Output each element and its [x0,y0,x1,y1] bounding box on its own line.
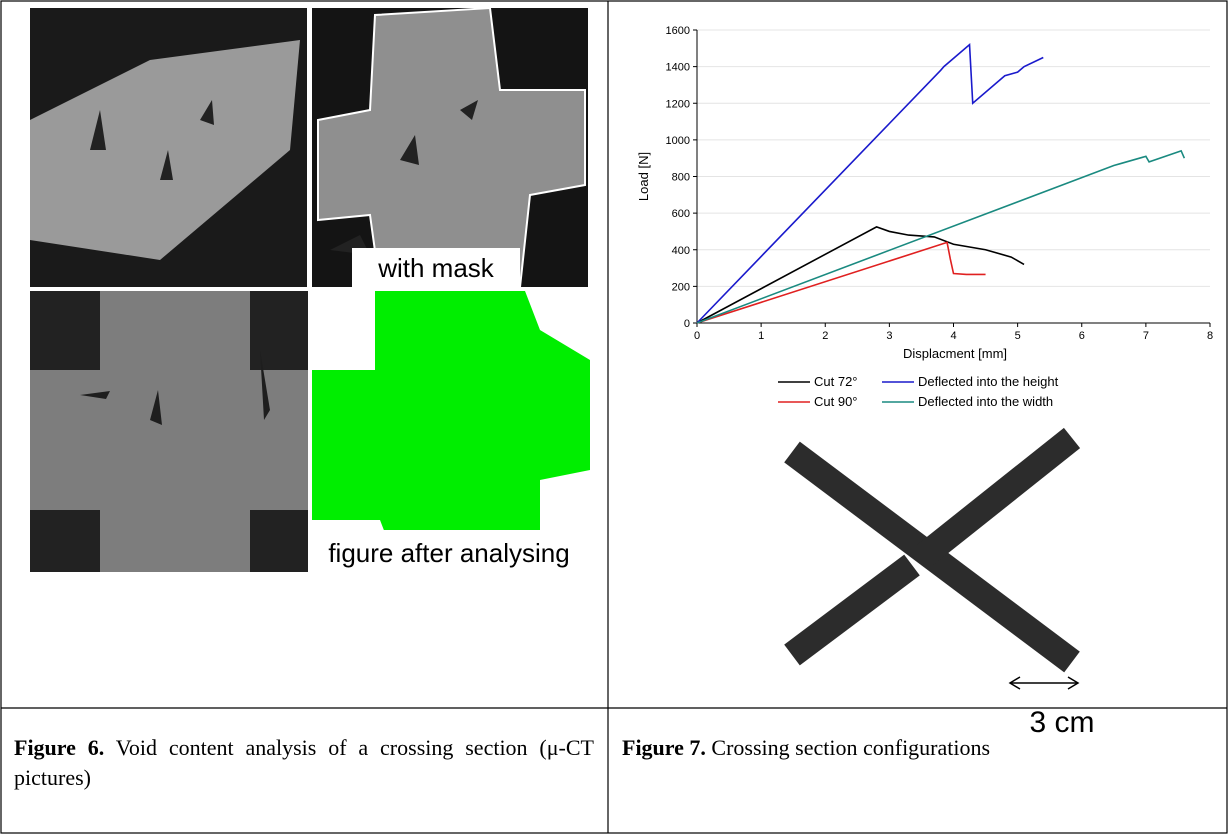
y-tick-label: 1000 [666,135,690,147]
y-axis-label: Load [N] [636,152,651,201]
legend-label: Deflected into the height [918,374,1059,389]
x-tick-label: 4 [950,330,956,342]
legend-label: Cut 90° [814,394,858,409]
y-tick-label: 0 [684,318,690,330]
legend-label: Deflected into the width [918,394,1053,409]
y-tick-label: 1200 [666,98,690,110]
y-tick-label: 600 [672,208,690,220]
x-tick-label: 0 [694,330,700,342]
legend-label: Cut 72° [814,374,858,389]
y-tick-label: 200 [672,281,690,293]
x-tick-label: 2 [822,330,828,342]
figure7-caption: Figure 7. Crossing section configuration… [622,733,1212,763]
x-tick-label: 5 [1015,330,1021,342]
data-line [697,45,1043,323]
scale-arrow [1010,677,1078,689]
x-axis-label: Displacment [mm] [903,346,1007,361]
y-tick-label: 800 [672,172,690,184]
y-tick-label: 400 [672,245,690,257]
mask-label: with mask [377,253,495,283]
caption-label: Figure 7. [622,735,706,760]
x-tick-label: 3 [886,330,892,342]
chart: 0 200 400 600 800 1000 1200 1400 1600 0 1 2 3 4 5 6 7 8 Di… [636,25,1213,409]
y-tick-label: 1400 [666,62,690,74]
figure6-caption: Figure 6. Void content analysis of a cro… [14,733,594,793]
x-tick-label: 1 [758,330,764,342]
x-tick-label: 7 [1143,330,1149,342]
data-line [697,242,986,323]
caption-label: Figure 6. [14,735,104,760]
caption-text: Crossing section configurations [711,735,990,760]
page: with mask figure after analysing 3 cm 02… [0,0,1229,835]
specimen-photo [792,438,1072,662]
y-tick-label: 1600 [666,25,690,37]
x-tick-label: 6 [1079,330,1085,342]
ct-images [30,8,590,572]
figure-table: with mask figure after analysing 3 cm 02… [0,0,1229,835]
x-tick-label: 8 [1207,330,1213,342]
analysed-label: figure after analysing [328,538,569,568]
